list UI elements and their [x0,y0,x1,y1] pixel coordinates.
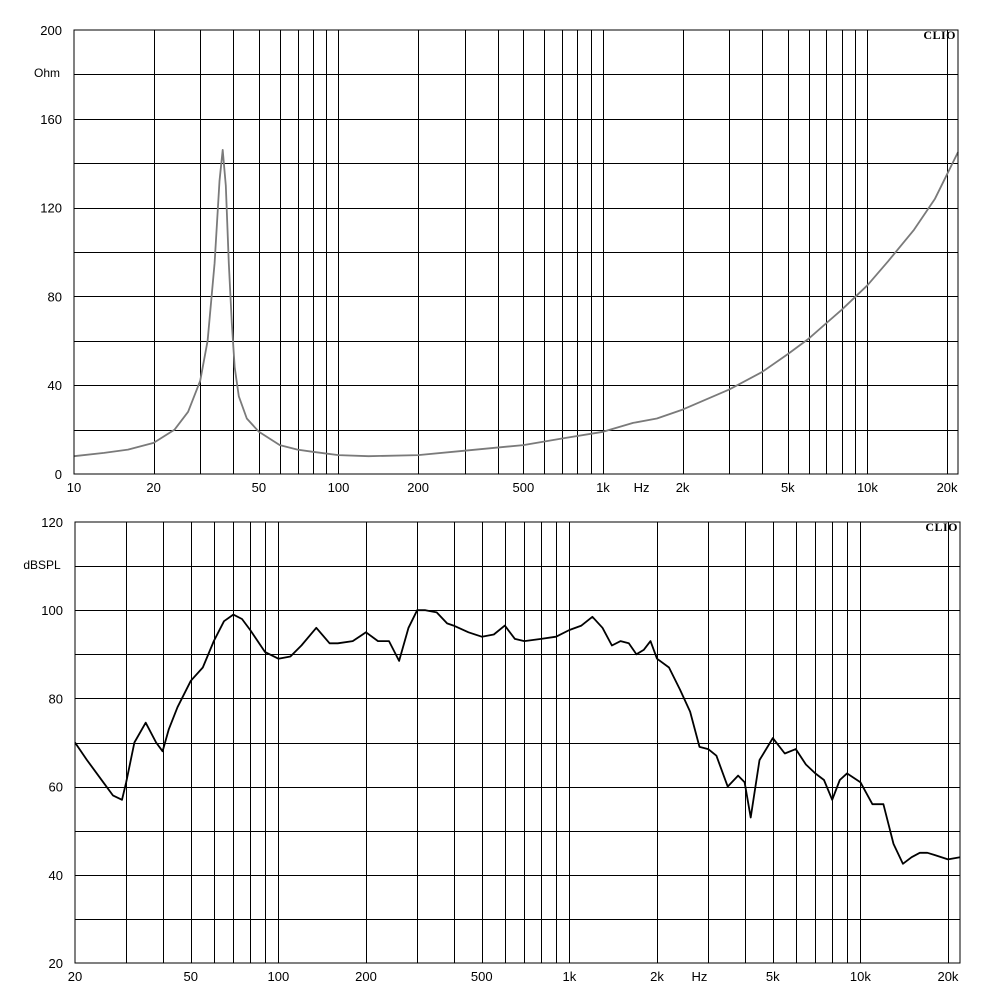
impedance-y-tick-label: 40 [48,378,62,393]
spl-x-tick-label: 100 [268,969,290,984]
impedance-y-tick-label: 160 [40,112,62,127]
spl-clio-logo: CLIO [925,520,958,534]
spl-chart: 20 50 100 200 500 1k 2k 5k 10k 20k Hz 20 40 60 80 100 12… [23,515,961,984]
spl-y-tick-label: 80 [49,691,63,706]
spl-x-tick-label: 20 [68,969,82,984]
spl-y-tick-label: 60 [49,780,63,795]
impedance-grid [74,30,958,474]
spl-x-tick-label: 20k [937,969,958,984]
spl-y-tick-label: 20 [49,956,63,971]
spl-curve [74,609,961,865]
spl-x-tick-label: 10k [850,969,871,984]
impedance-x-tick-label: 1k [596,480,610,495]
impedance-x-tick-label: 500 [512,480,534,495]
spl-x-tick-label: 5k [766,969,780,984]
spl-tick-labels: 20 50 100 200 500 1k 2k 5k 10k 20k Hz 20 40 60 80 100 12… [41,515,959,984]
spl-y-tick-label: 40 [49,868,63,883]
impedance-y-unit-label: Ohm [34,66,60,80]
spl-y-tick-label: 100 [41,603,63,618]
impedance-tick-labels: 10 20 50 100 200 500 1k 2k 5k 10k 20k Hz 0 40 80 120 160… [40,23,958,495]
impedance-x-tick-label: 20k [937,480,958,495]
impedance-x-tick-label: 200 [407,480,429,495]
spl-grid [75,522,960,963]
spl-x-tick-label: 500 [471,969,493,984]
impedance-chart: 10 20 50 100 200 500 1k 2k 5k 10k 20k Hz 0 40 80 120 160… [34,23,959,495]
impedance-x-tick-label: 10 [67,480,81,495]
impedance-x-tick-label: 20 [146,480,160,495]
impedance-y-tick-label: 80 [48,289,62,304]
spl-x-unit-label: Hz [692,969,708,984]
impedance-x-tick-label: 50 [252,480,266,495]
impedance-curve [73,149,959,458]
spl-x-tick-label: 2k [650,969,664,984]
impedance-y-tick-label: 200 [40,23,62,38]
impedance-clio-logo: CLIO [923,28,956,42]
impedance-y-tick-label: 0 [55,467,62,482]
impedance-x-tick-label: 5k [781,480,795,495]
impedance-plot-frame [73,29,959,475]
impedance-x-tick-label: 2k [676,480,690,495]
impedance-y-tick-label: 120 [40,201,62,216]
spl-y-tick-label: 120 [41,515,63,530]
spl-x-tick-label: 200 [355,969,377,984]
spl-x-tick-label: 1k [563,969,577,984]
impedance-x-unit-label: Hz [634,480,650,495]
spl-y-unit-label: dBSPL [23,558,61,572]
impedance-x-tick-label: 100 [328,480,350,495]
spl-plot-frame [74,521,961,964]
spl-x-tick-label: 50 [184,969,198,984]
impedance-x-tick-label: 10k [857,480,878,495]
